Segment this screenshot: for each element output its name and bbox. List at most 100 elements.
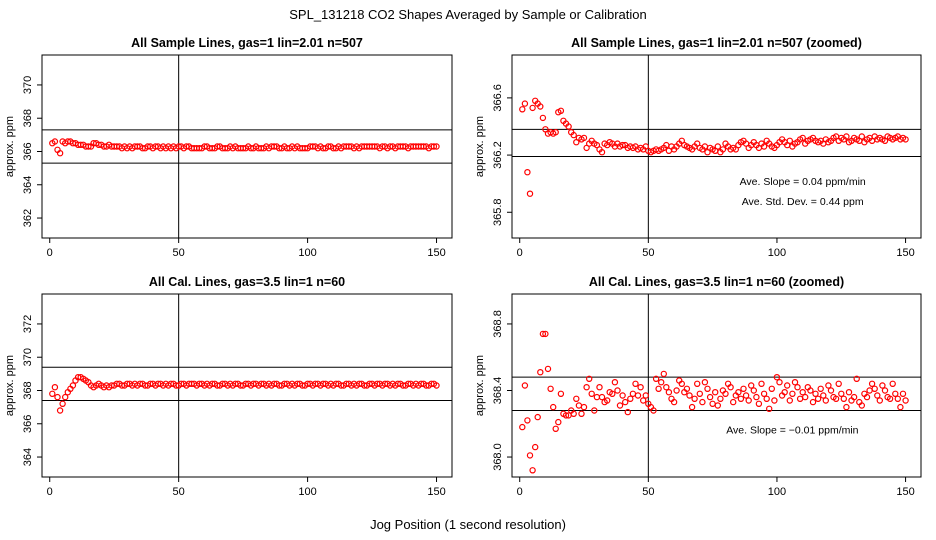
data-point (791, 379, 799, 386)
data-point (59, 400, 66, 407)
data-point (611, 379, 619, 386)
panel-title: All Cal. Lines, gas=3.5 lin=1 n=60 (zoom… (589, 275, 844, 289)
data-point (714, 402, 722, 409)
data-point (719, 146, 727, 153)
data-point (789, 390, 796, 397)
data-point (683, 385, 691, 392)
data-point (51, 384, 59, 391)
data-point (786, 137, 794, 144)
data-point (773, 374, 781, 381)
data-point (786, 397, 794, 404)
data-point (755, 400, 763, 407)
data-point (596, 384, 603, 391)
data-point (634, 392, 642, 399)
data-point (730, 398, 737, 406)
data-point (748, 382, 755, 389)
x-tick-label: 0 (517, 247, 523, 259)
data-point (544, 365, 552, 373)
y-tick-label: 365.8 (492, 199, 504, 227)
x-tick-label: 150 (427, 247, 445, 259)
data-point (784, 382, 791, 389)
data-point (629, 390, 637, 397)
panel-title: All Sample Lines, gas=1 lin=2.01 n=507 (131, 36, 363, 50)
y-tick-label: 366 (22, 415, 34, 433)
data-point (843, 403, 850, 411)
data-point (627, 395, 634, 402)
data-point (868, 380, 876, 387)
data-point (54, 393, 61, 401)
data-point (521, 382, 529, 389)
y-tick-label: 364 (22, 448, 34, 466)
data-point (580, 403, 588, 411)
data-point (822, 397, 830, 404)
figure-title: SPL_131218 CO2 Shapes Averaged by Sample… (289, 7, 647, 22)
y-tick-label: 368.8 (492, 310, 504, 338)
data-point (776, 379, 783, 386)
data-point (652, 375, 660, 382)
data-point (863, 393, 871, 401)
data-point (796, 395, 804, 402)
panel-title: All Cal. Lines, gas=3.5 lin=1 n=60 (149, 275, 345, 289)
y-tick-label: 368.4 (492, 377, 504, 405)
data-point (771, 397, 778, 404)
x-tick-label: 0 (517, 486, 523, 498)
x-tick-label: 0 (47, 247, 53, 259)
data-point (691, 395, 698, 402)
data-point (539, 114, 547, 122)
data-point (750, 387, 758, 394)
panel-2: All Sample Lines, gas=1 lin=2.01 n=507 (… (474, 36, 922, 259)
data-point (673, 387, 680, 394)
y-axis-label: approx. ppm (474, 116, 486, 177)
data-point (835, 380, 842, 387)
data-point (902, 136, 909, 143)
data-point (539, 330, 547, 338)
data-point (593, 393, 601, 401)
data-point (534, 413, 541, 421)
data-point (899, 390, 907, 397)
plot-frame (511, 293, 922, 478)
data-point (642, 392, 650, 399)
data-point (735, 389, 742, 396)
data-point (562, 412, 570, 419)
data-points (519, 97, 909, 197)
data-point (537, 103, 544, 110)
data-point (881, 387, 889, 394)
data-point (532, 443, 539, 451)
data-point (717, 395, 724, 402)
data-point (557, 107, 565, 115)
data-point (678, 380, 686, 387)
data-point (519, 423, 526, 431)
data-point (650, 407, 657, 414)
data-point (526, 190, 534, 197)
data-point (714, 143, 722, 150)
data-point (794, 384, 801, 391)
data-points (49, 138, 440, 157)
data-point (853, 375, 860, 382)
data-point (843, 133, 850, 140)
plot-frame (41, 293, 453, 478)
data-points (519, 330, 909, 474)
data-point (799, 134, 806, 142)
data-point (876, 397, 884, 404)
data-point (521, 100, 529, 107)
data-point (430, 143, 438, 150)
data-point (624, 408, 632, 416)
x-tick-label: 50 (642, 247, 654, 259)
data-point (69, 382, 77, 389)
data-point (866, 387, 873, 394)
data-point (632, 380, 639, 387)
data-point (817, 385, 824, 392)
data-point (766, 405, 773, 412)
data-point (529, 104, 536, 112)
data-point (598, 148, 606, 156)
data-point (699, 398, 706, 406)
data-point (570, 410, 577, 417)
data-point (665, 389, 673, 396)
data-point (573, 395, 580, 402)
data-point (588, 390, 595, 397)
data-point (871, 385, 878, 392)
plot-frame (511, 54, 922, 239)
data-point (879, 382, 886, 389)
data-point (565, 123, 572, 130)
